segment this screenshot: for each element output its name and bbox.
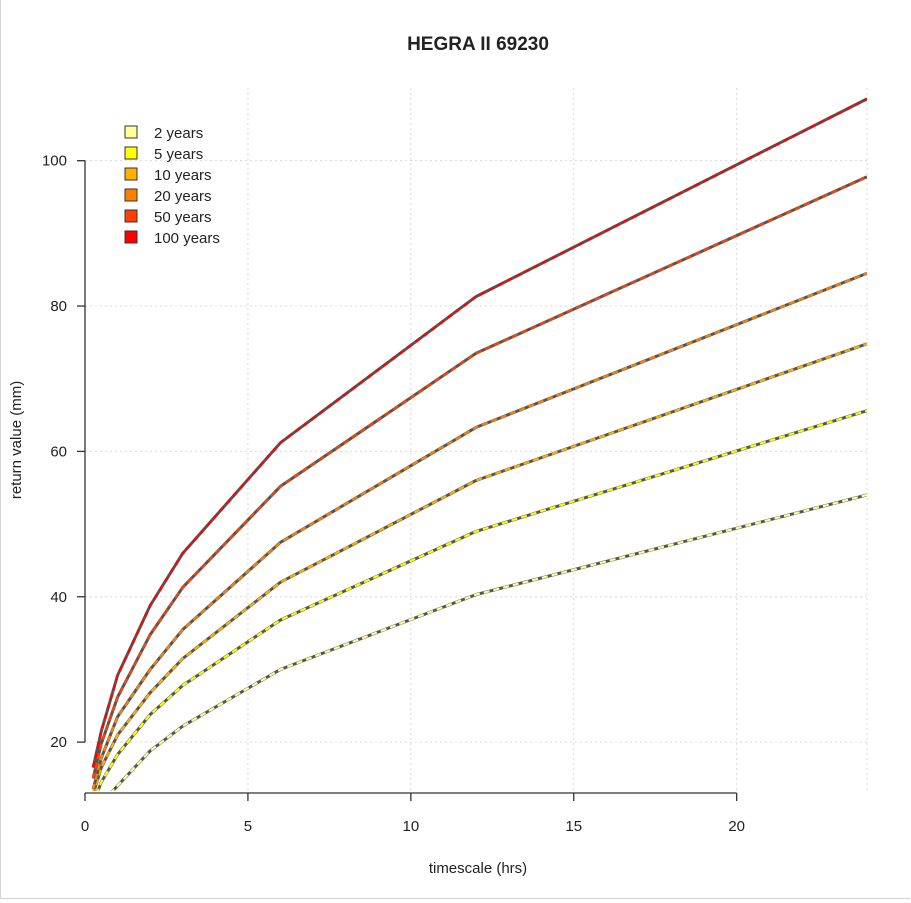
legend-label: 10 years [154,167,212,184]
legend-swatch [124,125,138,139]
series-3 [92,342,867,791]
chart-title: HEGRA II 69230 [407,34,549,55]
y-tick-label: 40 [50,589,67,606]
y-tick-label: 20 [50,734,67,751]
legend-swatch [124,167,138,181]
y-tick-label: 100 [42,153,67,170]
series-4 [91,271,867,790]
series-line [93,342,867,791]
series-line [92,97,867,768]
legend-swatch [124,188,138,202]
grid [85,88,868,793]
y-tick-label: 60 [50,443,67,460]
series-6 [91,97,867,768]
x-tick-label: 15 [565,818,582,835]
x-axis-label: timescale (hrs) [429,860,527,877]
x-tick-label: 10 [402,818,419,835]
legend-label: 5 years [154,146,203,163]
series-line [111,493,867,791]
legend-swatch [124,230,138,244]
series-1 [110,493,867,791]
legend: 2 years 5 years 10 years 20 years 50 years 10… [124,125,220,247]
y-tick-label: 80 [50,298,67,315]
series-line-base [92,342,867,791]
legend-label: 50 years [154,209,212,226]
legend-label: 2 years [154,125,203,142]
legend-label: 100 years [154,230,220,247]
series-line-base [96,409,867,791]
x-tick-label: 0 [81,818,89,835]
legend-swatch [124,209,138,223]
legend-swatch [124,146,138,160]
y-axis-label: return value (mm) [8,381,25,499]
series-2 [96,409,867,791]
series-line [92,272,867,790]
series-lines [91,97,867,791]
legend-label: 20 years [154,188,212,205]
series-line [92,175,867,779]
x-tick-label: 5 [244,818,252,835]
series-5 [91,175,867,779]
x-tick-label: 20 [728,818,745,835]
series-line-base [110,493,867,791]
axes: 0 5 10 15 20 20 40 60 80 100 [42,153,745,835]
